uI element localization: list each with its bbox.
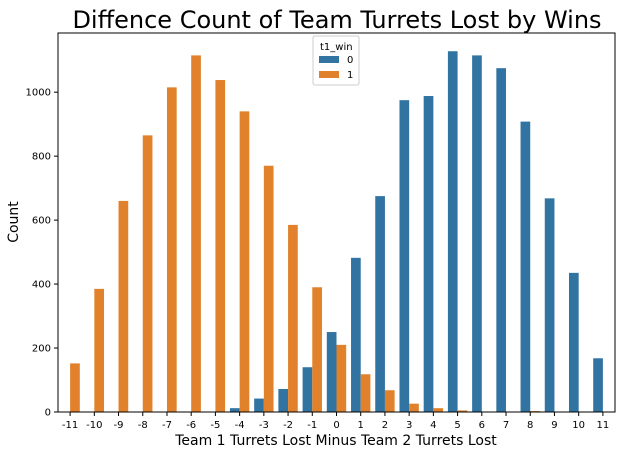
bar-series-1-cat-4 bbox=[433, 408, 444, 412]
x-tick-label: 0 bbox=[333, 420, 339, 431]
x-tick-label: -11 bbox=[62, 420, 78, 431]
bar-series-0-cat-9 bbox=[544, 198, 555, 412]
legend: t1_win 0 1 bbox=[312, 35, 360, 86]
bar-series-0-cat-2 bbox=[375, 196, 385, 412]
bar-series-1-cat-5 bbox=[457, 410, 468, 412]
y-axis-label: Count bbox=[6, 201, 22, 243]
legend-swatch-0 bbox=[319, 56, 339, 63]
y-axis: 0 200 400 600 800 1000 bbox=[26, 88, 58, 419]
x-tick-label: 11 bbox=[597, 420, 610, 431]
bar-series-0-cat--4 bbox=[229, 408, 240, 412]
legend-swatch-1 bbox=[319, 71, 339, 78]
y-tick-label: 400 bbox=[32, 280, 51, 291]
bars bbox=[70, 51, 603, 413]
bar-series-1-cat-2 bbox=[384, 390, 395, 412]
bar-series-0-cat-10 bbox=[568, 272, 579, 412]
bar-series-0-cat-0 bbox=[326, 332, 337, 412]
bar-series-1-cat--5 bbox=[215, 80, 226, 413]
x-axis-label: Team 1 Turrets Lost Minus Team 2 Turrets… bbox=[174, 433, 497, 449]
x-tick-label: -6 bbox=[186, 420, 196, 431]
bar-series-0-cat--3 bbox=[254, 398, 264, 412]
bar-series-0-cat-6 bbox=[472, 55, 482, 412]
bar-series-0-cat-8 bbox=[520, 121, 531, 412]
bar-series-1-cat--6 bbox=[191, 55, 201, 412]
x-tick-label: 7 bbox=[503, 420, 509, 431]
x-tick-label: -9 bbox=[114, 420, 124, 431]
x-tick-label: 4 bbox=[430, 420, 436, 431]
x-tick-label: -5 bbox=[210, 420, 220, 431]
bar-series-1-cat--7 bbox=[166, 87, 177, 413]
legend-title: t1_win bbox=[320, 42, 353, 53]
x-tick-label: 3 bbox=[406, 420, 412, 431]
bar-series-1-cat--2 bbox=[288, 224, 298, 412]
x-tick-label: -7 bbox=[162, 420, 172, 431]
bar-series-0-cat-3 bbox=[399, 100, 410, 412]
bar-series-0-cat-5 bbox=[447, 51, 458, 412]
x-tick-label: 2 bbox=[382, 420, 388, 431]
x-tick-label: 5 bbox=[454, 420, 460, 431]
x-tick-label: 8 bbox=[527, 420, 533, 431]
x-tick-label: -1 bbox=[307, 420, 317, 431]
chart-title: Diffence Count of Team Turrets Lost by W… bbox=[72, 6, 601, 34]
bar-series-0-cat--1 bbox=[302, 367, 313, 412]
x-tick-label: -4 bbox=[235, 420, 245, 431]
bar-series-1-cat--8 bbox=[142, 135, 153, 412]
y-tick-label: 0 bbox=[45, 408, 51, 419]
bar-series-1-cat-3 bbox=[409, 403, 419, 412]
legend-label-0: 0 bbox=[347, 55, 353, 66]
bar-series-1-cat-1 bbox=[360, 374, 371, 412]
plot-area bbox=[57, 32, 616, 413]
y-tick-label: 1000 bbox=[26, 88, 51, 99]
x-tick-label: -8 bbox=[138, 420, 148, 431]
y-tick-label: 200 bbox=[32, 344, 51, 355]
bar-series-1-cat--4 bbox=[239, 111, 250, 413]
bar-series-0-cat-4 bbox=[423, 96, 434, 412]
x-tick-label: -10 bbox=[86, 420, 102, 431]
y-tick-label: 600 bbox=[32, 216, 51, 227]
x-tick-label: -2 bbox=[283, 420, 293, 431]
x-axis: -11 -10 -9 -8 -7 -6 -5 -4 -3 -2 -1 0 1 2 3 4 5 6 7 8 9 10 11 bbox=[62, 412, 609, 431]
legend-label-1: 1 bbox=[347, 70, 353, 81]
bar-series-1-cat--3 bbox=[263, 165, 274, 412]
x-tick-label: 9 bbox=[551, 420, 557, 431]
bar-series-0-cat--2 bbox=[278, 388, 289, 412]
x-tick-label: 10 bbox=[572, 420, 585, 431]
bar-series-1-cat--10 bbox=[94, 288, 105, 412]
bar-series-1-cat--1 bbox=[312, 287, 322, 412]
bar-series-0-cat-1 bbox=[351, 257, 361, 412]
bar-series-0-cat-11 bbox=[593, 358, 603, 412]
bar-series-1-cat--11 bbox=[70, 363, 80, 412]
bar-series-1-cat-0 bbox=[336, 344, 347, 412]
x-tick-label: -3 bbox=[259, 420, 269, 431]
bar-series-0-cat-7 bbox=[496, 68, 507, 413]
x-tick-label: 6 bbox=[479, 420, 485, 431]
x-tick-label: 1 bbox=[358, 420, 364, 431]
y-tick-label: 800 bbox=[32, 152, 51, 163]
bar-series-1-cat--9 bbox=[118, 200, 129, 412]
